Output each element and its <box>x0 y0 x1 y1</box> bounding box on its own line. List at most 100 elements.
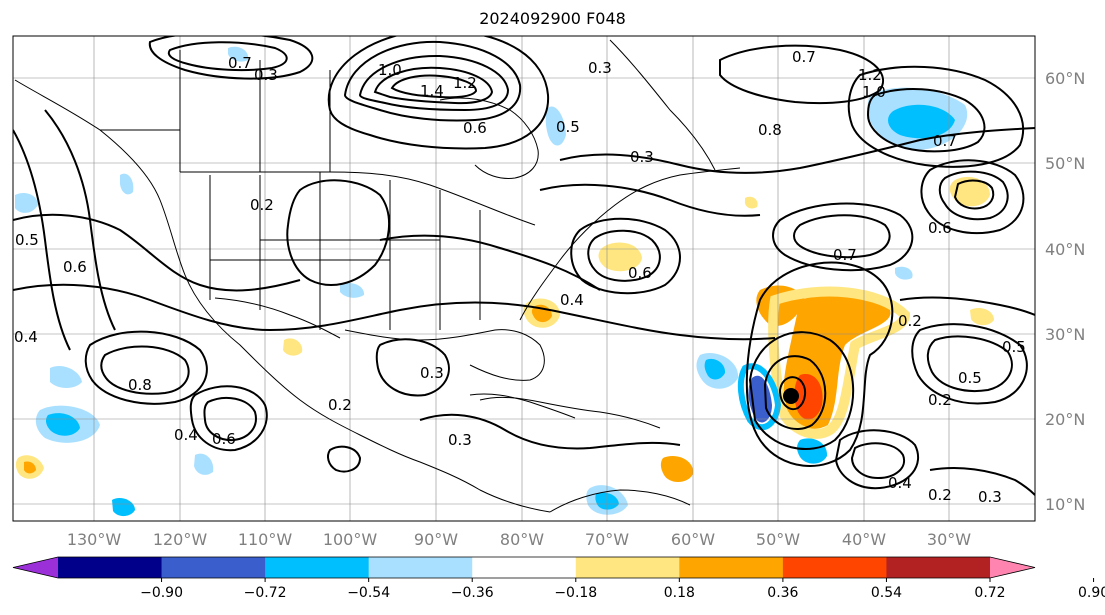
contour-pac-high-4 <box>203 396 257 442</box>
colorbar-segment <box>265 557 370 578</box>
lon-label: 110°W <box>238 530 293 549</box>
fill-negative-right <box>895 266 913 280</box>
contour-us-trough <box>286 179 391 286</box>
contour-label: 0.5 <box>556 118 580 136</box>
coast-greenland <box>609 39 716 171</box>
fill-positive-mid <box>744 196 758 209</box>
contour-label: 0.3 <box>588 59 612 77</box>
contour-atl-high-2 <box>587 229 661 282</box>
contour-label: 0.7 <box>228 54 252 72</box>
contour-ne-low-2 <box>847 65 1025 168</box>
contour-wide-6 <box>419 413 681 450</box>
contour-wide-7 <box>899 296 1035 316</box>
lon-label: 50°W <box>756 530 800 549</box>
contour-label: 1.0 <box>378 61 402 79</box>
coast-cuba <box>469 393 576 419</box>
contour-label: 0.5 <box>958 369 982 387</box>
colorbar-tick-label: 0.36 <box>767 585 798 601</box>
contour-label: 0.8 <box>758 121 782 139</box>
fill-positive-baja <box>283 338 303 356</box>
contour-label: 0.4 <box>14 328 38 346</box>
contour-storm-1 <box>778 376 806 410</box>
contour-label: 0.8 <box>128 376 152 394</box>
contour-wide-2 <box>13 213 301 292</box>
contour-pac-high-2 <box>100 345 190 395</box>
contour-label: 0.3 <box>448 431 472 449</box>
lon-label: 80°W <box>500 530 544 549</box>
colorbar-tick-label: 0.54 <box>871 585 902 601</box>
contour-label: 1.4 <box>420 82 444 100</box>
contour-east-high-2 <box>938 170 1009 221</box>
contour-labels: 0.3 0.7 1.0 1.2 1.4 0.6 0.5 0.3 0.7 1.2 … <box>14 48 1026 506</box>
coast-hudson <box>439 97 539 179</box>
colorbar-tick-label: −0.18 <box>554 585 597 601</box>
contour-label: 1.2 <box>453 74 477 92</box>
contour-label: 0.6 <box>628 264 652 282</box>
fill-positive-right <box>970 308 994 326</box>
fill-negative-south <box>797 438 828 464</box>
contour-ne-low-1 <box>719 44 885 105</box>
contour-label: 0.6 <box>63 258 87 276</box>
contour-label: 0.2 <box>250 196 274 214</box>
fill-negative-east <box>340 283 365 298</box>
latitude-labels: 60°N 50°N 40°N 30°N 20°N 10°N <box>1045 69 1085 514</box>
contour-canada-high-2 <box>358 54 510 112</box>
contour-wide-8 <box>929 467 1035 496</box>
contour-label: 0.4 <box>560 291 584 309</box>
coast-pacific-north <box>14 79 551 513</box>
colorbar-tick-label: −0.36 <box>451 585 494 601</box>
contour-label: 0.5 <box>15 231 39 249</box>
contour-label: 0.2 <box>928 486 952 504</box>
colorbar-segment <box>782 557 887 578</box>
contour-gulf-high <box>375 338 450 397</box>
contour-label: 0.6 <box>463 119 487 137</box>
contour-canada-high-3 <box>373 66 494 105</box>
fill-negative-gulf-core <box>704 358 726 380</box>
contour-mid-low <box>772 202 914 272</box>
contour-label: 0.4 <box>888 474 912 492</box>
coastlines <box>14 39 741 513</box>
contour-nw-1 <box>13 129 71 351</box>
contour-label: 0.5 <box>1002 338 1026 356</box>
lat-label: 60°N <box>1045 69 1085 88</box>
colorbar: −0.90 −0.72 −0.54 −0.36 −0.18 0.18 0.36 0.54 0.7… <box>12 556 1105 601</box>
contour-pac-high-3 <box>189 385 268 452</box>
contour-wide-5 <box>379 234 601 291</box>
coast-atlantic <box>519 167 741 321</box>
fill-negative-cap <box>50 365 82 388</box>
contour-storm-3 <box>748 331 855 451</box>
lat-label: 30°N <box>1045 325 1085 344</box>
colorbar-tick-label: −0.90 <box>140 585 183 601</box>
colorbar-tick-label: 0.90 <box>1078 585 1105 601</box>
contour-canada-high-4 <box>390 74 478 99</box>
colorbar-segment <box>886 557 991 578</box>
contour-label: 0.3 <box>630 148 654 166</box>
contour-label: 1.2 <box>858 66 882 84</box>
fill-negative-pac2 <box>112 498 135 517</box>
lon-label: 70°W <box>585 530 629 549</box>
contour-label: 0.7 <box>792 48 816 66</box>
contour-storm-2 <box>763 355 827 430</box>
colorbar-segment <box>161 557 266 578</box>
colorbar-segment <box>472 557 577 578</box>
colorbar-tick-label: 0.72 <box>974 585 1005 601</box>
contour-south-low-2 <box>850 442 906 480</box>
map-frame <box>12 35 1036 522</box>
lon-label: 90°W <box>414 530 458 549</box>
contour-nw-2 <box>44 109 116 331</box>
contour-east-high-1 <box>920 159 1025 235</box>
storm-center-marker <box>783 388 799 404</box>
lat-label: 50°N <box>1045 154 1085 173</box>
lat-label: 10°N <box>1045 495 1085 514</box>
colorbar-tick-label: −0.72 <box>244 585 287 601</box>
contour-wide-3 <box>559 127 1035 174</box>
fill-negative-ring <box>737 363 782 431</box>
contour-label: 0.3 <box>420 364 444 382</box>
contour-east-high-3 <box>953 179 995 210</box>
contour-lines <box>13 36 1035 496</box>
colorbar-tick-label: −0.54 <box>347 585 390 601</box>
contour-label: 1.0 <box>862 83 886 101</box>
fill-negative-can2 <box>120 173 134 195</box>
contour-label: 0.6 <box>928 219 952 237</box>
